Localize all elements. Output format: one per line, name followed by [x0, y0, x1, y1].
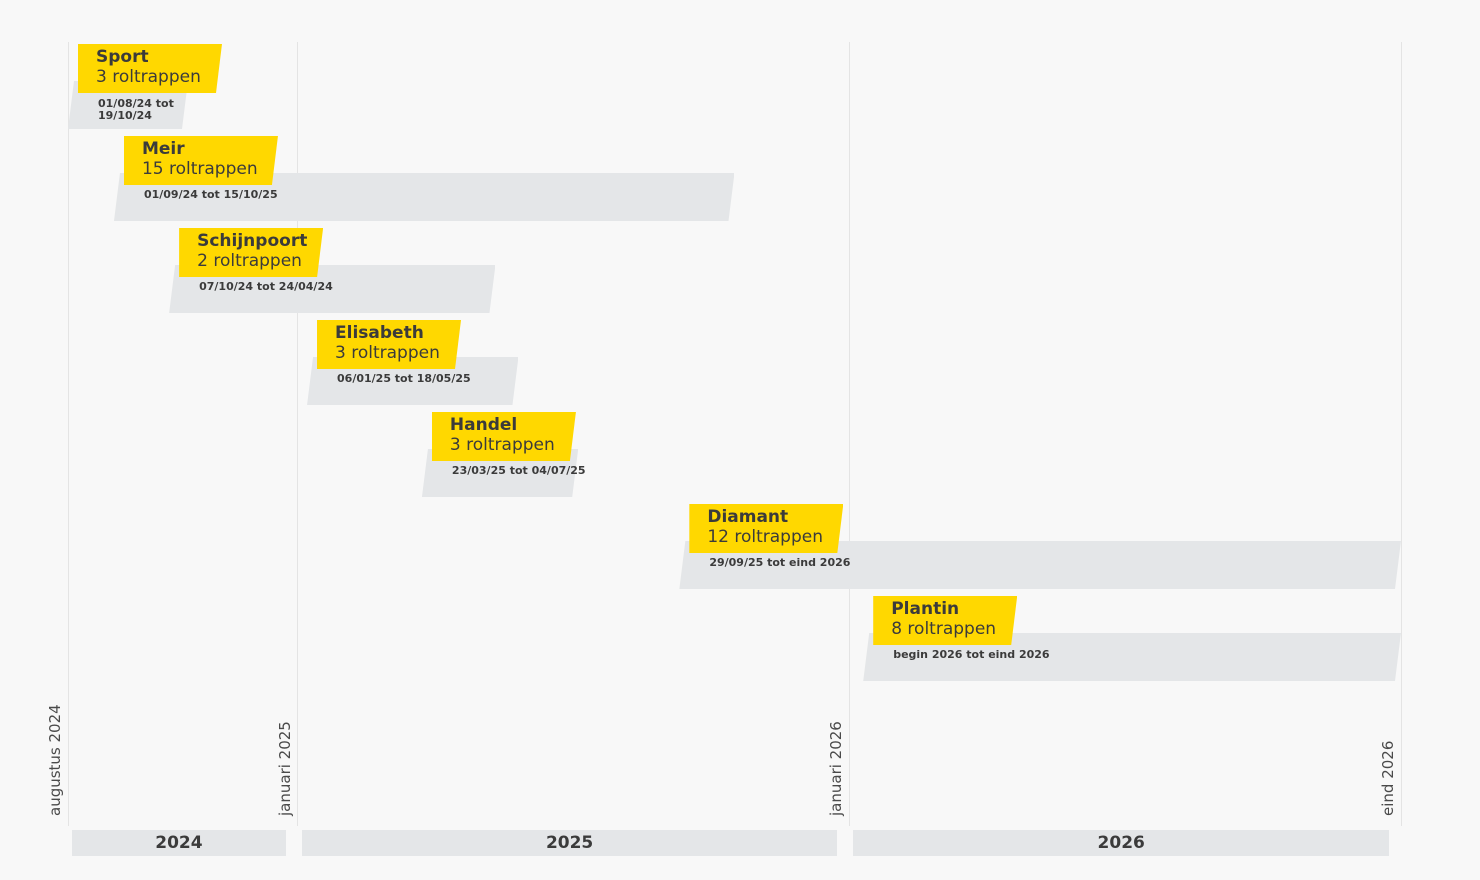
task-label-box: Plantin 8 roltrappen — [873, 596, 1017, 645]
task-count: 2 roltrappen — [197, 251, 302, 271]
year-bar: 2026 — [853, 830, 1389, 856]
task-name: Plantin — [891, 599, 960, 619]
year-label: 2026 — [1097, 833, 1145, 853]
x-tick-text: januari 2025 — [275, 721, 294, 816]
gridline — [1400, 42, 1402, 826]
year-label: 2024 — [155, 833, 203, 853]
task-label-box: Elisabeth 3 roltrappen — [317, 320, 461, 369]
task-label-box: Meir 15 roltrappen — [124, 136, 278, 185]
task-name: Elisabeth — [335, 323, 424, 343]
task-dates: begin 2026 tot eind 2026 — [893, 648, 1050, 661]
task-name: Handel — [449, 415, 518, 435]
task-label-box: Schijnpoort 2 roltrappen — [179, 228, 323, 277]
task-name: Schijnpoort — [197, 231, 308, 251]
x-tick-text: augustus 2024 — [46, 704, 64, 816]
task-label-box: Diamant 12 roltrappen — [689, 504, 843, 553]
task-name: Meir — [141, 139, 185, 159]
task-dates: 01/09/24 tot 15/10/25 — [143, 188, 278, 201]
x-tick-text: januari 2026 — [827, 721, 846, 816]
task-dates: 06/01/25 tot 18/05/25 — [337, 372, 471, 385]
year-bar: 2024 — [72, 830, 286, 856]
task-count: 8 roltrappen — [891, 619, 997, 639]
task-dates: 01/08/24 tot 19/10/24 — [98, 97, 174, 122]
task-name: Diamant — [707, 507, 789, 527]
task-label-box: Sport 3 roltrappen — [78, 44, 222, 93]
gridline — [67, 42, 69, 826]
task-dates: 23/03/25 tot 04/07/25 — [451, 464, 586, 477]
x-tick-text: eind 2026 — [1379, 740, 1397, 816]
task-count: 12 roltrappen — [707, 527, 823, 547]
task-label-box: Handel 3 roltrappen — [432, 412, 576, 461]
task-count: 3 roltrappen — [335, 343, 440, 363]
task-name: Sport — [96, 47, 149, 67]
year-bar: 2025 — [301, 830, 838, 856]
gridline — [297, 42, 299, 826]
task-count: 3 roltrappen — [96, 67, 201, 87]
task-count: 15 roltrappen — [141, 159, 258, 179]
year-label: 2025 — [545, 833, 594, 853]
task-dates: 29/09/25 tot eind 2026 — [709, 556, 851, 569]
gridline — [848, 42, 850, 826]
task-dates: 07/10/24 tot 24/04/24 — [199, 280, 333, 293]
task-count: 3 roltrappen — [449, 435, 555, 455]
